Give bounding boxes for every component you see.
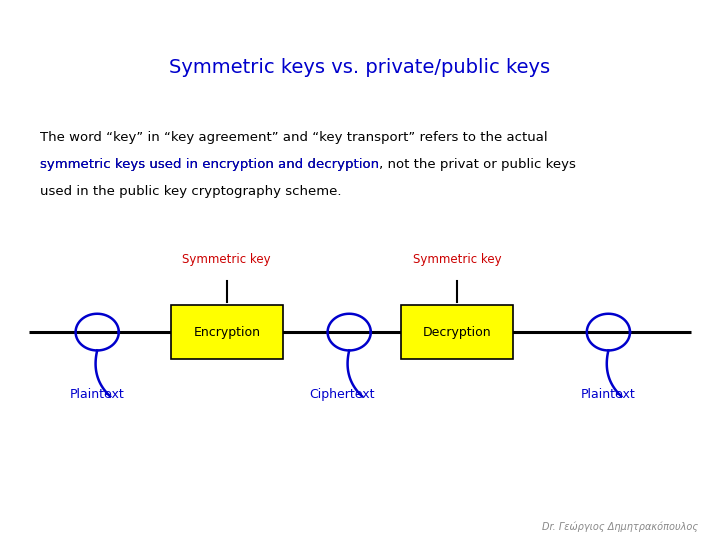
Text: symmetric keys used in encryption and decryption: symmetric keys used in encryption and de… — [40, 158, 379, 171]
Text: Encryption: Encryption — [193, 326, 261, 339]
Text: symmetric keys used in encryption and decryption, not the privat or public keys: symmetric keys used in encryption and de… — [40, 158, 575, 171]
Text: The word “key” in “key agreement” and “key transport” refers to the actual: The word “key” in “key agreement” and “k… — [40, 131, 547, 144]
Text: Symmetric keys vs. private/public keys: Symmetric keys vs. private/public keys — [169, 58, 551, 77]
Text: Plaintext: Plaintext — [581, 388, 636, 401]
FancyBboxPatch shape — [171, 305, 282, 359]
Text: Symmetric key: Symmetric key — [182, 253, 271, 266]
Text: Decryption: Decryption — [423, 326, 492, 339]
Text: used in the public key cryptography scheme.: used in the public key cryptography sche… — [40, 185, 341, 198]
FancyBboxPatch shape — [402, 305, 513, 359]
Text: Plaintext: Plaintext — [70, 388, 125, 401]
Text: Ciphertext: Ciphertext — [310, 388, 374, 401]
Text: Dr. Γεώργιος Δημητρακόπουλος: Dr. Γεώργιος Δημητρακόπουλος — [542, 521, 698, 532]
Text: Symmetric key: Symmetric key — [413, 253, 502, 266]
